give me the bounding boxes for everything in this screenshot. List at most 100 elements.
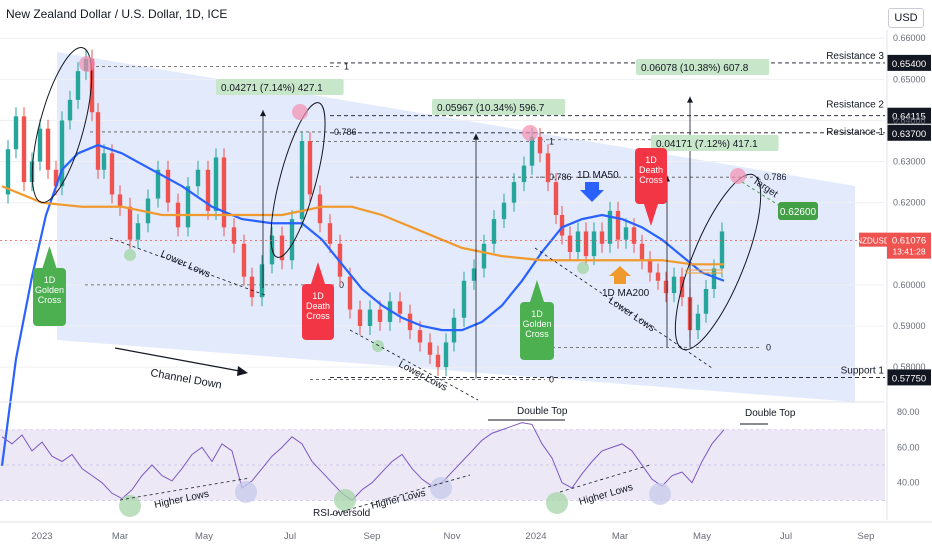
channel-arrow-head <box>237 366 248 376</box>
low-marker <box>372 340 384 352</box>
candle-body <box>529 136 535 166</box>
ma50-line <box>0 143 725 466</box>
rsi-tick-label: 40.00 <box>897 478 920 488</box>
golden-cross-1-pointer <box>42 246 57 268</box>
double-top-label-1: Double Top <box>517 406 568 417</box>
rsi-marker <box>119 495 141 517</box>
candle-body <box>101 153 107 170</box>
candle-body <box>59 120 65 187</box>
rsi-marker <box>430 477 452 499</box>
candle-body <box>213 157 219 211</box>
fib-0786-c-label: 0.786 <box>549 172 572 182</box>
price-tick-label: 0.63000 <box>893 157 926 167</box>
candle-body <box>259 264 265 298</box>
measure-3-label: 0.06078 (10.38%) 607.8 <box>641 63 749 74</box>
level-price-1: 0.64115 <box>892 112 926 123</box>
candle-body <box>289 219 295 261</box>
top-ellipse-1 <box>31 47 93 203</box>
fib-1-a-label: 1 <box>344 62 349 72</box>
level-price-box-0 <box>887 54 931 71</box>
time-tick-label: Mar <box>612 531 628 542</box>
candle-body <box>623 227 629 240</box>
candle-body <box>647 260 653 273</box>
fib-0786-b-label: 0.786 <box>764 172 787 182</box>
candle-body <box>75 71 81 100</box>
level-price-box-2 <box>887 124 931 141</box>
countdown-label: 13:41:28 <box>892 247 925 257</box>
candle-body <box>89 58 95 113</box>
rsi-marker <box>546 492 568 514</box>
top-marker <box>522 125 538 141</box>
higher-lows-line-2 <box>329 474 471 516</box>
level-label-2: Resistance 1 <box>826 127 884 138</box>
candle-body <box>559 215 565 236</box>
price-tick-label: 0.66000 <box>893 33 926 43</box>
candle-body <box>443 342 449 368</box>
candle-body <box>367 309 373 326</box>
time-tick-label: Nov <box>444 531 461 542</box>
golden-cross-2-label-line: Golden <box>522 319 551 329</box>
candle-body <box>299 141 305 220</box>
golden-cross-2-bg <box>520 302 554 360</box>
candle-body <box>417 330 423 343</box>
candle-body <box>109 153 115 195</box>
price-tick-label: 0.59000 <box>893 321 926 331</box>
measure-3-arrowhead <box>687 96 693 103</box>
ma200-line <box>1 185 724 266</box>
rsi-marker <box>235 481 257 503</box>
candle-body <box>249 276 255 298</box>
ma200-label: 1D MA200 <box>602 288 650 299</box>
rsi-tick-label: 60.00 <box>897 442 920 452</box>
golden-cross-1-bg <box>33 268 66 326</box>
golden-cross-2-pointer <box>530 280 544 302</box>
double-top-label-2: Double Top <box>745 408 796 419</box>
level-price-3: 0.57750 <box>892 373 926 384</box>
fib-0-b-label: 0 <box>766 342 771 352</box>
time-tick-label: Mar <box>112 531 128 542</box>
target-price: 0.62600 <box>780 207 817 218</box>
target-box <box>778 202 818 220</box>
candle-body <box>231 227 237 244</box>
candle-body <box>583 231 589 257</box>
death-cross-2-label-line: 1D <box>645 155 657 165</box>
level-price-0: 0.65400 <box>892 59 926 70</box>
golden-cross-2-label-line: Cross <box>525 329 549 339</box>
currency-button[interactable]: USD <box>888 8 924 28</box>
current-price-box <box>887 232 931 259</box>
candle-body <box>185 186 191 228</box>
top-ellipse-2 <box>270 102 326 258</box>
measure-4-label: 0.04171 (7.12%) 417.1 <box>656 139 758 150</box>
golden-cross-2-label-line: 1D <box>531 309 543 319</box>
candle-body <box>671 276 677 294</box>
rsi-oversold-label: RSI oversold <box>313 508 370 519</box>
measure-4-label-bg <box>651 135 779 151</box>
fib-0-c-label: 0 <box>549 374 554 384</box>
symbol-tag: NZDUSD <box>856 237 890 246</box>
candle-body <box>491 219 497 244</box>
candle-body <box>461 280 467 318</box>
candle-body <box>67 99 73 121</box>
price-tick-label: 0.60000 <box>893 280 926 290</box>
level-price-box-1 <box>887 107 931 124</box>
level-price-box-3 <box>887 369 931 386</box>
candle-body <box>155 169 161 199</box>
price-tick-label: 0.62000 <box>893 198 926 208</box>
death-cross-1-label: 1D Death Cross <box>306 291 330 321</box>
chart-title: New Zealand Dollar / U.S. Dollar, 1D, IC… <box>6 7 228 21</box>
candle-body <box>165 169 171 203</box>
candle-body <box>655 272 661 281</box>
candle-body <box>501 202 507 220</box>
time-tick-label: May <box>693 531 711 542</box>
level-price-2: 0.63700 <box>892 129 926 140</box>
target-line <box>741 181 781 207</box>
rally-ellipse <box>674 173 762 351</box>
candle-body <box>511 182 517 203</box>
candle-body <box>695 313 701 331</box>
fib-0-a-label: 0 <box>339 280 344 290</box>
measure-2-label-bg <box>432 99 566 115</box>
candle-body <box>357 309 363 326</box>
candle-body <box>221 157 227 228</box>
candle-body <box>545 153 551 183</box>
candle-body <box>347 276 353 310</box>
